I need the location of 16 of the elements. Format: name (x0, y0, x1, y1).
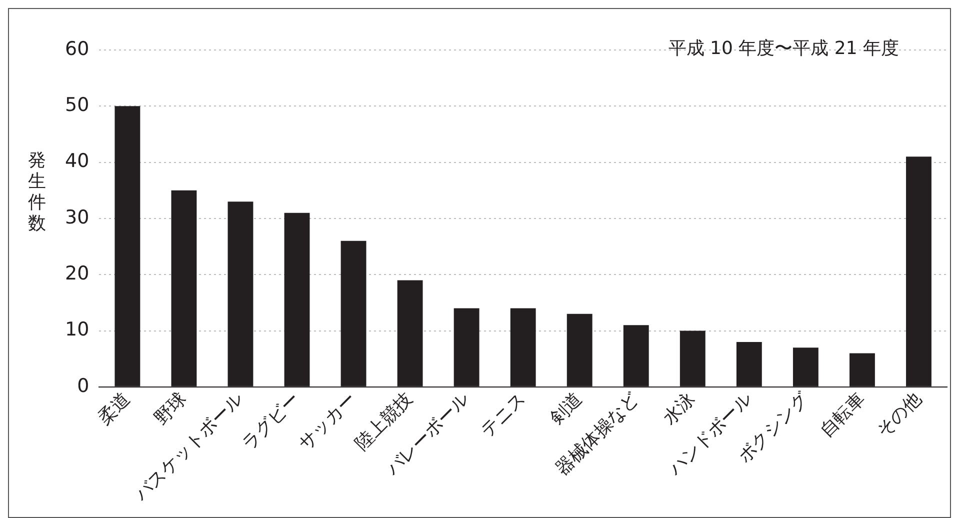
y-tick-label: 0 (77, 374, 90, 397)
y-tick-label: 10 (64, 318, 90, 341)
y-axis-title: 発生件数 (28, 150, 47, 234)
x-tick-label: テニス (476, 388, 530, 442)
x-tick-label: その他 (872, 388, 926, 442)
y-tick-label: 20 (64, 262, 90, 285)
x-tick-label: 剣道 (546, 388, 586, 429)
y-tick-label: 60 (64, 38, 90, 60)
y-tick-label: 30 (64, 206, 90, 228)
x-tick-label: 水泳 (659, 388, 700, 429)
x-tick-label: 柔道 (94, 388, 134, 429)
y-tick-label: 50 (64, 94, 90, 116)
y-tick-label: 40 (64, 150, 90, 172)
annotation: 平成 10 年度〜平成 21 年度 (668, 37, 899, 60)
x-tick-label: 野球 (150, 388, 191, 429)
x-tick-label: 自転車 (816, 388, 870, 442)
